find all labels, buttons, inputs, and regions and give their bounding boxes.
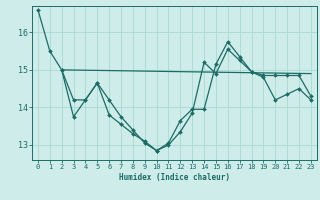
X-axis label: Humidex (Indice chaleur): Humidex (Indice chaleur) [119, 173, 230, 182]
